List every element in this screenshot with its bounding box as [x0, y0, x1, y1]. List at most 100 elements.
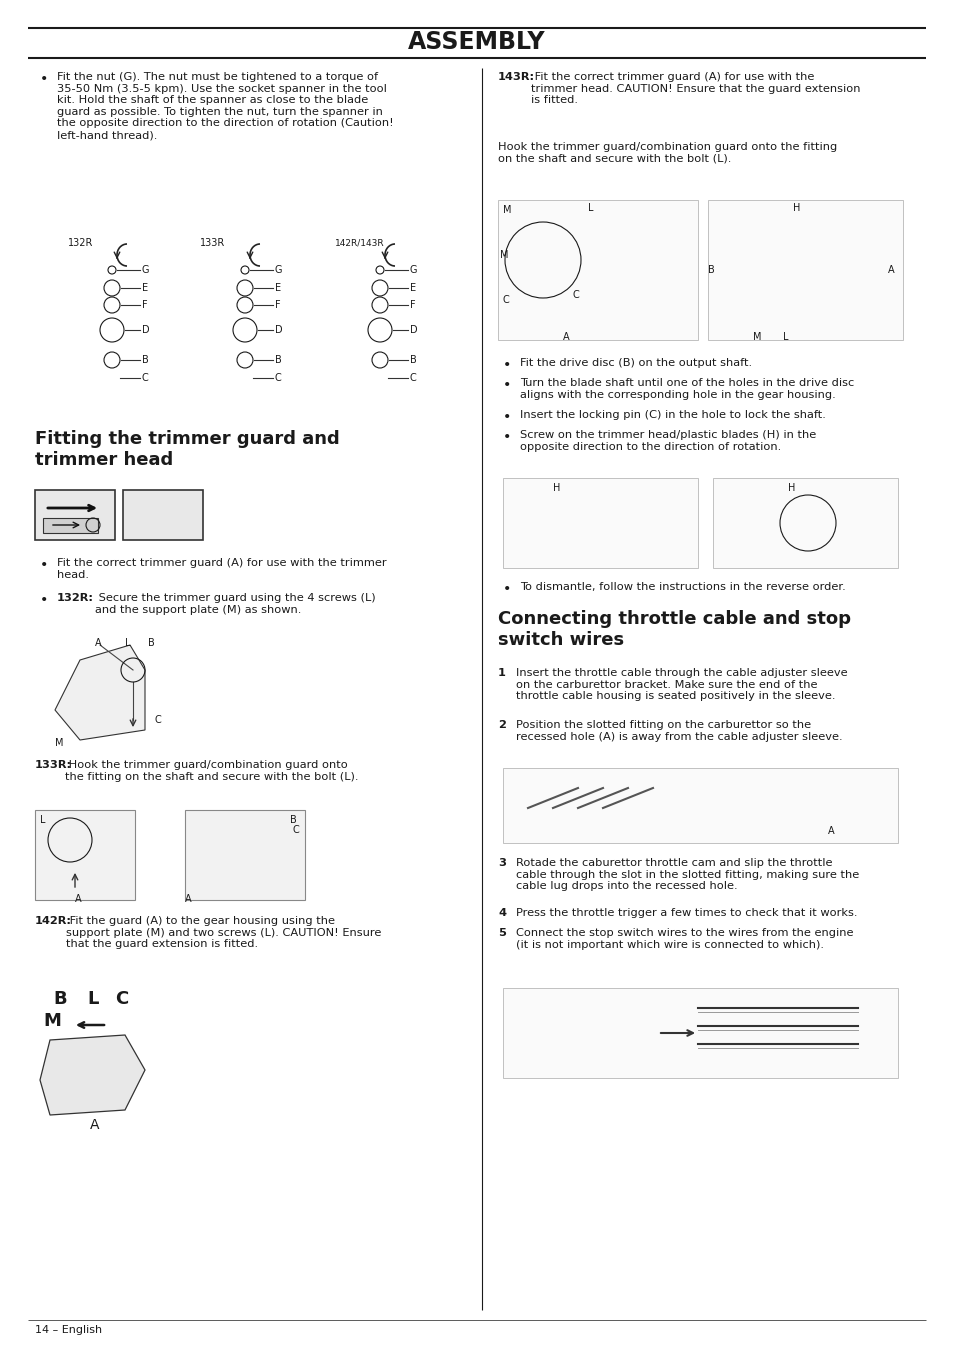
- Text: A: A: [827, 825, 834, 836]
- Text: 3: 3: [497, 858, 505, 867]
- Text: Insert the locking pin (C) in the hole to lock the shaft.: Insert the locking pin (C) in the hole t…: [519, 409, 825, 420]
- Text: Position the slotted fitting on the carburettor so the
recessed hole (A) is away: Position the slotted fitting on the carb…: [516, 720, 841, 742]
- Text: C: C: [115, 990, 128, 1008]
- Text: A: A: [185, 894, 192, 904]
- Text: Secure the trimmer guard using the 4 screws (L)
and the support plate (M) as sho: Secure the trimmer guard using the 4 scr…: [95, 593, 375, 615]
- Text: Connect the stop switch wires to the wires from the engine
(it is not important : Connect the stop switch wires to the wir…: [516, 928, 853, 950]
- Bar: [35, 811, 135, 900]
- Text: Press the throttle trigger a few times to check that it works.: Press the throttle trigger a few times t…: [516, 908, 857, 917]
- Text: •: •: [502, 378, 511, 392]
- Bar: [43, 517, 98, 534]
- Polygon shape: [55, 644, 145, 740]
- Text: Hook the trimmer guard/combination guard onto the fitting
on the shaft and secur: Hook the trimmer guard/combination guard…: [497, 142, 837, 163]
- Text: A: A: [90, 1119, 99, 1132]
- Text: 1: 1: [497, 667, 505, 678]
- Text: C: C: [154, 715, 162, 725]
- Text: E: E: [142, 282, 148, 293]
- Polygon shape: [40, 1035, 145, 1115]
- Text: 133R: 133R: [200, 238, 225, 249]
- Text: E: E: [274, 282, 281, 293]
- Text: Hook the trimmer guard/combination guard onto
the fitting on the shaft and secur: Hook the trimmer guard/combination guard…: [65, 761, 358, 782]
- Text: Fit the drive disc (B) on the output shaft.: Fit the drive disc (B) on the output sha…: [519, 358, 751, 367]
- Text: E: E: [410, 282, 416, 293]
- Text: Connecting throttle cable and stop
switch wires: Connecting throttle cable and stop switc…: [497, 611, 850, 648]
- Bar: [502, 988, 897, 1078]
- Text: F: F: [410, 300, 416, 309]
- Text: L: L: [587, 203, 593, 213]
- Text: A: A: [562, 332, 569, 342]
- Text: C: C: [142, 373, 149, 382]
- Text: H: H: [792, 203, 800, 213]
- Text: Insert the throttle cable through the cable adjuster sleeve
on the carburettor b: Insert the throttle cable through the ca…: [516, 667, 846, 701]
- Text: 133R:: 133R:: [35, 761, 72, 770]
- Bar: [35, 490, 115, 540]
- Text: B: B: [410, 355, 416, 365]
- Text: •: •: [502, 582, 511, 596]
- Text: •: •: [502, 358, 511, 372]
- Text: •: •: [502, 409, 511, 424]
- Text: B: B: [290, 815, 296, 825]
- Bar: [707, 200, 902, 340]
- Text: Fit the guard (A) to the gear housing using the
support plate (M) and two screws: Fit the guard (A) to the gear housing us…: [66, 916, 381, 950]
- Text: C: C: [293, 825, 299, 835]
- Text: C: C: [573, 290, 579, 300]
- Text: B: B: [707, 265, 714, 276]
- Text: F: F: [274, 300, 280, 309]
- Text: ASSEMBLY: ASSEMBLY: [408, 30, 545, 54]
- Text: G: G: [142, 265, 150, 276]
- Text: To dismantle, follow the instructions in the reverse order.: To dismantle, follow the instructions in…: [519, 582, 845, 592]
- Text: F: F: [142, 300, 148, 309]
- Text: 143R:: 143R:: [497, 72, 535, 82]
- Text: B: B: [148, 638, 154, 648]
- Text: L: L: [87, 990, 98, 1008]
- Text: •: •: [502, 430, 511, 444]
- Text: C: C: [274, 373, 281, 382]
- Text: 14 – English: 14 – English: [35, 1325, 102, 1335]
- Text: D: D: [142, 326, 150, 335]
- Text: 5: 5: [497, 928, 505, 938]
- Text: Fit the correct trimmer guard (A) for use with the trimmer
head.: Fit the correct trimmer guard (A) for us…: [57, 558, 386, 580]
- Text: C: C: [502, 295, 509, 305]
- Text: L: L: [40, 815, 46, 825]
- Text: M: M: [499, 250, 508, 259]
- Text: H: H: [787, 484, 795, 493]
- Text: •: •: [40, 72, 49, 86]
- Text: M: M: [752, 332, 760, 342]
- Text: Turn the blade shaft until one of the holes in the drive disc
aligns with the co: Turn the blade shaft until one of the ho…: [519, 378, 853, 400]
- Text: A: A: [75, 894, 82, 904]
- Bar: [502, 767, 897, 843]
- Text: 2: 2: [497, 720, 505, 730]
- Text: G: G: [410, 265, 417, 276]
- Text: C: C: [410, 373, 416, 382]
- Text: 142R:: 142R:: [35, 916, 71, 925]
- Text: •: •: [40, 558, 49, 571]
- Text: Fitting the trimmer guard and
trimmer head: Fitting the trimmer guard and trimmer he…: [35, 430, 339, 469]
- Text: L: L: [125, 638, 131, 648]
- Text: L: L: [782, 332, 788, 342]
- Text: 142R/143R: 142R/143R: [335, 238, 384, 247]
- Text: 4: 4: [497, 908, 505, 917]
- Bar: [502, 478, 698, 567]
- Text: M: M: [55, 738, 64, 748]
- Text: B: B: [142, 355, 149, 365]
- Text: Screw on the trimmer head/plastic blades (H) in the
opposite direction to the di: Screw on the trimmer head/plastic blades…: [519, 430, 816, 451]
- Text: Fit the correct trimmer guard (A) for use with the
trimmer head. CAUTION! Ensure: Fit the correct trimmer guard (A) for us…: [531, 72, 860, 105]
- Text: Rotade the caburettor throttle cam and slip the throttle
cable through the slot : Rotade the caburettor throttle cam and s…: [516, 858, 859, 892]
- Text: B: B: [53, 990, 67, 1008]
- Text: 132R:: 132R:: [57, 593, 94, 603]
- Text: A: A: [887, 265, 894, 276]
- Text: D: D: [274, 326, 282, 335]
- Text: D: D: [410, 326, 417, 335]
- Bar: [497, 200, 698, 340]
- Bar: [123, 490, 203, 540]
- Bar: [185, 811, 305, 900]
- Bar: [712, 478, 897, 567]
- Text: 132R: 132R: [68, 238, 93, 249]
- Text: •: •: [40, 593, 49, 607]
- Text: M: M: [43, 1012, 61, 1029]
- Text: H: H: [553, 484, 559, 493]
- Text: B: B: [274, 355, 281, 365]
- Text: M: M: [502, 205, 511, 215]
- Text: Fit the nut (G). The nut must be tightened to a torque of
35-50 Nm (3.5-5 kpm). : Fit the nut (G). The nut must be tighten…: [57, 72, 394, 141]
- Text: A: A: [95, 638, 102, 648]
